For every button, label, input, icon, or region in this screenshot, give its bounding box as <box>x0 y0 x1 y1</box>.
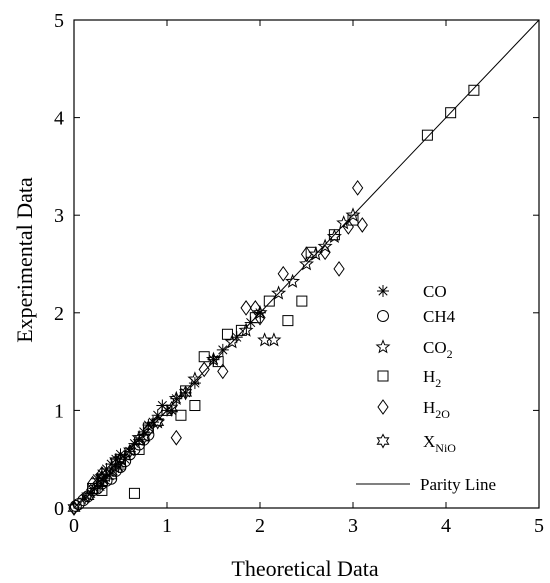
data-point-diamond <box>217 363 229 380</box>
data-point-diamond <box>352 180 364 196</box>
y-tick-label: 1 <box>54 400 64 422</box>
data-point-hexagram <box>151 414 165 430</box>
data-point-square <box>235 324 247 336</box>
y-tick-label: 5 <box>54 10 64 32</box>
data-point-square <box>128 487 140 499</box>
data-point-star <box>168 390 184 405</box>
data-point-square <box>249 312 261 324</box>
data-point-square <box>282 315 294 327</box>
data-point-diamond <box>249 300 261 316</box>
legend-label: CH4 <box>423 307 456 326</box>
data-point-square <box>445 107 457 119</box>
data-point-diamond <box>86 475 99 492</box>
y-tick-label: 4 <box>54 108 64 130</box>
legend: CO CH4 CO2 H2 H2O XNiO Parity Line <box>356 282 496 494</box>
plot-area: 0 1 2 3 4 5 0 1 2 3 4 5 CO CH4 CO2 H2 H2O XNiO Parity Line <box>54 10 544 537</box>
data-point-diamond <box>240 300 252 316</box>
plot-frame <box>73 19 540 509</box>
data-point-hexagram <box>165 400 179 416</box>
data-point-star <box>271 285 287 300</box>
legend-marker-hexagram <box>376 433 390 449</box>
data-point-diamond <box>333 261 345 277</box>
data-point-star <box>317 238 333 253</box>
data-point-star <box>266 332 282 347</box>
data-point-diamond <box>254 309 266 326</box>
legend-marker-diamond <box>377 399 389 415</box>
data-point-star <box>224 334 240 349</box>
data-point-square <box>189 400 201 412</box>
data-point-square <box>468 84 480 96</box>
data-point-square <box>263 295 275 307</box>
data-point-square <box>175 409 187 421</box>
data-point-square <box>296 295 308 307</box>
legend-label: XNiO <box>423 432 456 455</box>
x-tick-label: 1 <box>162 515 172 537</box>
legend-label: CO2 <box>423 338 453 361</box>
legend-label: H2 <box>423 367 441 390</box>
data-point-hexagram <box>67 500 81 516</box>
legend-label-parity: Parity Line <box>420 475 496 494</box>
data-point-star <box>187 371 203 386</box>
data-point-star <box>285 273 301 288</box>
data-point-hexagram <box>179 385 193 401</box>
data-point-diamond <box>198 361 210 378</box>
data-point-star <box>299 256 314 271</box>
data-point-square <box>421 129 433 141</box>
x-tick-label: 0 <box>69 515 79 537</box>
legend-marker-asterisk <box>377 285 389 297</box>
legend-marker-star <box>375 339 391 354</box>
data-point-diamond <box>319 244 331 261</box>
legend-marker-square <box>377 370 389 382</box>
x-tick-label: 5 <box>534 515 544 537</box>
data-point-square <box>105 468 117 480</box>
data-point-hexagram <box>95 471 109 487</box>
data-point-asterisk <box>216 343 229 356</box>
data-point-diamond <box>96 465 108 482</box>
data-point-diamond <box>277 265 289 282</box>
x-tick-label: 3 <box>348 515 358 537</box>
data-point-square <box>212 356 224 368</box>
x-tick-label: 4 <box>441 515 451 537</box>
x-tick-label: 2 <box>255 515 265 537</box>
y-axis-label: Experimental Data <box>12 177 37 343</box>
data-point-square <box>198 351 210 363</box>
data-point-square <box>328 229 340 241</box>
y-tick-label: 2 <box>54 303 64 325</box>
data-point-diamond <box>300 246 313 263</box>
y-tick-label: 3 <box>54 205 64 227</box>
data-point-hexagram <box>81 488 95 504</box>
data-point-hexagram <box>109 453 123 469</box>
legend-label: H2O <box>423 398 450 421</box>
data-point-hexagram <box>137 430 151 446</box>
y-tick-label: 0 <box>54 498 64 520</box>
data-point-diamond <box>170 429 182 446</box>
data-point-diamond <box>356 217 368 233</box>
data-point-hexagram <box>123 443 137 459</box>
x-axis-label: Theoretical Data <box>231 556 378 581</box>
legend-marker-circle <box>377 310 389 322</box>
data-point-square <box>305 246 317 258</box>
legend-label: CO <box>423 282 447 301</box>
data-point-square <box>221 328 233 340</box>
data-point-diamond <box>342 219 354 235</box>
data-point-star <box>345 207 361 222</box>
